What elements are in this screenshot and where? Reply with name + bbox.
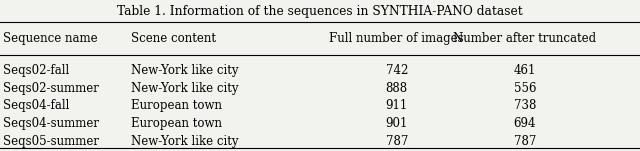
Text: Table 1. Information of the sequences in SYNTHIA-PANO dataset: Table 1. Information of the sequences in… — [117, 5, 523, 18]
Text: Seqs04-summer: Seqs04-summer — [3, 117, 99, 130]
Text: New-York like city: New-York like city — [131, 64, 239, 77]
Text: Full number of images: Full number of images — [330, 32, 464, 45]
Text: European town: European town — [131, 99, 222, 112]
Text: Sequence name: Sequence name — [3, 32, 98, 45]
Text: 901: 901 — [386, 117, 408, 130]
Text: New-York like city: New-York like city — [131, 135, 239, 148]
Text: 461: 461 — [514, 64, 536, 77]
Text: European town: European town — [131, 117, 222, 130]
Text: Scene content: Scene content — [131, 32, 216, 45]
Text: 738: 738 — [514, 99, 536, 112]
Text: 742: 742 — [386, 64, 408, 77]
Text: Seqs05-summer: Seqs05-summer — [3, 135, 99, 148]
Text: Seqs04-fall: Seqs04-fall — [3, 99, 70, 112]
Text: Number after truncated: Number after truncated — [453, 32, 596, 45]
Text: 694: 694 — [513, 117, 536, 130]
Text: 787: 787 — [386, 135, 408, 148]
Text: 888: 888 — [386, 82, 408, 95]
Text: New-York like city: New-York like city — [131, 82, 239, 95]
Text: 787: 787 — [514, 135, 536, 148]
Text: 556: 556 — [513, 82, 536, 95]
Text: 911: 911 — [386, 99, 408, 112]
Text: Seqs02-summer: Seqs02-summer — [3, 82, 99, 95]
Text: Seqs02-fall: Seqs02-fall — [3, 64, 70, 77]
